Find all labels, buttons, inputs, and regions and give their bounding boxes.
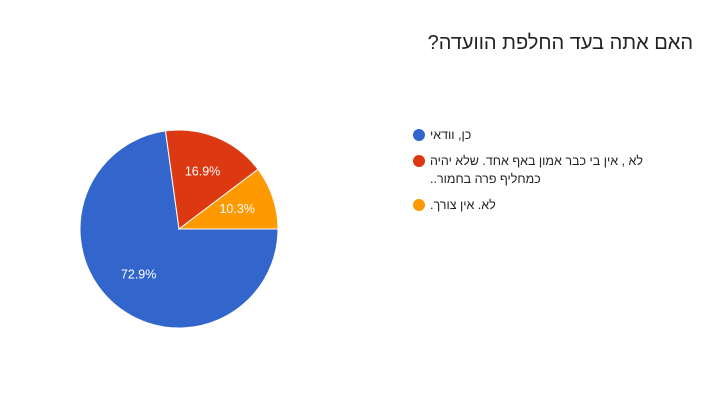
legend-label: כן, וודאי xyxy=(430,128,472,142)
legend-marker xyxy=(413,155,425,167)
slice-label: 72.9% xyxy=(121,268,156,282)
chart-title: האם אתה בעד החלפת הוועדה? xyxy=(427,32,693,54)
legend: כן, וודאי לא , אין בי כבר אמון באף אחד. ש… xyxy=(410,126,650,222)
legend-entry: כן, וודאי xyxy=(410,126,650,144)
legend-entry: לא. אין צורך. xyxy=(410,196,650,214)
legend-label: לא , אין בי כבר אמון באף אחד. שלא יהיה כ… xyxy=(430,154,643,186)
pie-slice xyxy=(177,168,279,230)
legend-label: לא. אין צורך. xyxy=(430,198,496,212)
legend-marker xyxy=(413,199,425,211)
slice-label: 16.9% xyxy=(185,165,220,179)
slice-label: 10.3% xyxy=(219,202,254,216)
legend-entry: לא , אין בי כבר אמון באף אחד. שלא יהיה כ… xyxy=(410,152,650,188)
pie-slice xyxy=(164,129,259,230)
legend-marker xyxy=(413,129,425,141)
